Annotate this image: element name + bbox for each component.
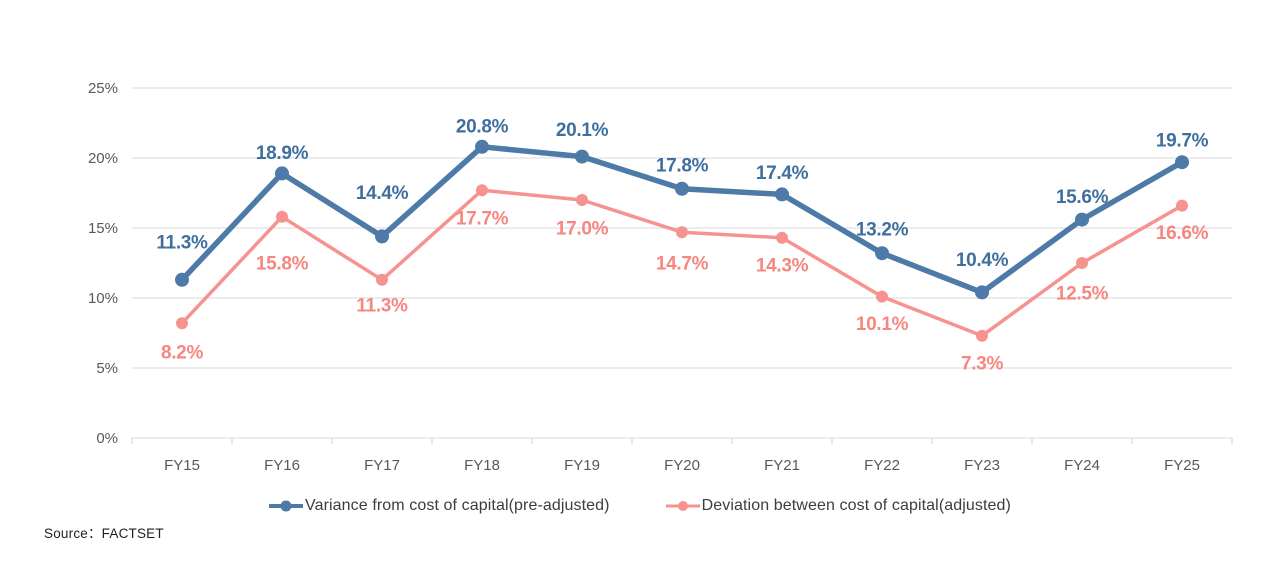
data-label: 16.6% [1156, 223, 1209, 244]
data-label: 15.8% [256, 253, 309, 274]
y-axis-tick-label: 25% [88, 80, 118, 97]
data-point-marker [775, 187, 789, 202]
data-point-marker [376, 273, 388, 286]
y-axis-tick-label: 15% [88, 220, 118, 237]
data-point-marker [1175, 155, 1189, 170]
x-axis-category-label: FY23 [964, 457, 1000, 474]
data-point-marker [476, 184, 488, 197]
data-label: 8.2% [161, 343, 204, 364]
data-label: 14.7% [656, 254, 709, 275]
data-point-marker [275, 166, 289, 181]
data-label: 13.2% [856, 220, 909, 241]
data-point-marker [276, 210, 288, 223]
data-point-marker [875, 246, 889, 261]
x-axis-category-label: FY16 [264, 457, 300, 474]
data-point-marker [576, 194, 588, 206]
data-point-marker [475, 139, 489, 154]
legend-marker-line-dot-blue-icon [269, 500, 304, 512]
data-point-marker [876, 290, 888, 303]
data-label: 10.4% [956, 250, 1009, 271]
data-label: 10.1% [856, 314, 909, 335]
data-point-marker [575, 149, 589, 164]
data-point-marker [975, 285, 989, 300]
source-note: Source：FACTSET [44, 526, 164, 541]
legend-label-adjusted: Deviation between cost of capital(adjust… [701, 497, 1011, 514]
data-point-marker [675, 181, 689, 196]
data-point-marker [176, 317, 188, 330]
data-label: 20.8% [456, 116, 509, 137]
y-axis-tick-label: 5% [96, 360, 118, 377]
y-axis-tick-label: 20% [88, 150, 118, 167]
data-point-marker [1176, 199, 1188, 212]
x-axis-category-label: FY20 [664, 457, 700, 474]
data-label: 15.6% [1056, 187, 1109, 208]
x-axis-category-label: FY17 [364, 457, 400, 474]
data-point-marker [1075, 212, 1089, 227]
x-axis-category-label: FY22 [864, 457, 900, 474]
data-label: 18.9% [256, 143, 309, 164]
x-axis-category-label: FY25 [1164, 457, 1200, 474]
data-label: 14.3% [756, 255, 809, 276]
data-point-marker [375, 229, 389, 244]
data-label: 20.1% [556, 120, 609, 141]
chart-legend: Variance from cost of capital(pre-adjust… [0, 497, 1280, 515]
legend-label-pre-adjusted: Variance from cost of capital(pre-adjust… [305, 497, 610, 514]
data-label: 12.5% [1056, 284, 1109, 305]
x-axis-category-label: FY24 [1064, 457, 1100, 474]
data-label: 17.7% [456, 209, 509, 230]
data-label: 19.7% [1156, 131, 1209, 152]
data-label: 17.0% [556, 219, 609, 240]
x-axis-category-label: FY15 [164, 457, 200, 474]
data-point-marker [976, 329, 988, 342]
data-point-marker [676, 226, 688, 239]
data-point-marker [1076, 257, 1088, 269]
x-axis-category-label: FY18 [464, 457, 500, 474]
data-label: 17.4% [756, 163, 809, 184]
x-axis-category-label: FY21 [764, 457, 800, 474]
y-axis-tick-label: 0% [96, 430, 118, 447]
data-point-marker [175, 272, 189, 287]
data-label: 14.4% [356, 183, 409, 204]
legend-marker-line-dot-pink-icon [665, 501, 700, 511]
data-label: 11.3% [356, 295, 408, 316]
x-axis-category-label: FY19 [564, 457, 600, 474]
legend-item-pre-adjusted: Variance from cost of capital(pre-adjust… [269, 497, 610, 515]
y-axis-tick-label: 10% [88, 290, 118, 307]
data-point-marker [776, 231, 788, 244]
data-label: 11.3% [156, 232, 208, 253]
legend-item-adjusted: Deviation between cost of capital(adjust… [665, 497, 1011, 515]
data-label: 17.8% [656, 155, 709, 176]
data-label: 7.3% [961, 353, 1004, 374]
